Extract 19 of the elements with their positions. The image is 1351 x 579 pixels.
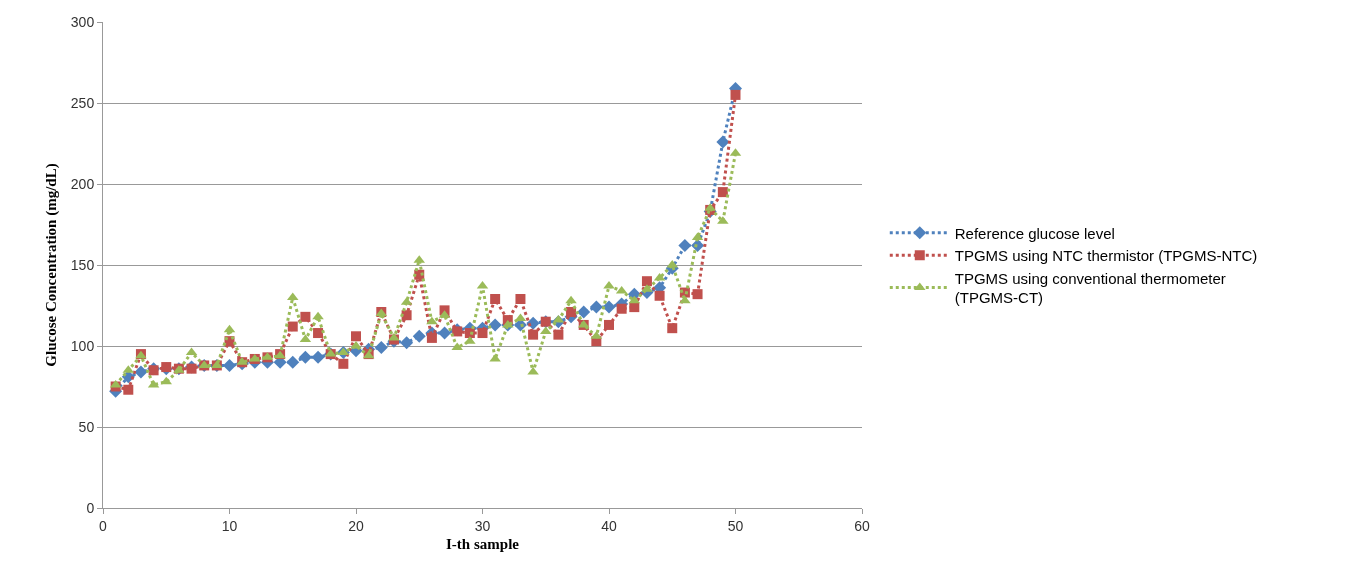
x-tick-label: 30 — [474, 517, 491, 534]
x-tick-label: 10 — [221, 517, 238, 534]
y-axis-title: Glucose Concentration (mg/dL) — [43, 163, 61, 367]
y-tick-label: 0 — [86, 499, 95, 516]
y-tick-label: 100 — [70, 337, 95, 354]
y-tick-label: 50 — [78, 418, 95, 435]
legend-label: TPGMS using NTC thermistor (TPGMS-NTC) — [954, 247, 1258, 265]
y-tick-label: 250 — [70, 94, 95, 111]
y-tick-label: 300 — [70, 13, 95, 30]
x-tick-label: 50 — [727, 517, 744, 534]
x-axis-title: I-th sample — [446, 535, 520, 552]
legend-label: TPGMS using conventional thermometer (TPGMS-CT) — [954, 269, 1226, 307]
y-tick-label: 200 — [70, 175, 95, 192]
x-tick-label: 60 — [854, 517, 870, 534]
legend-label: Reference glucose level — [954, 224, 1115, 242]
y-tick-label: 150 — [70, 256, 95, 273]
x-tick-label: 20 — [348, 517, 364, 534]
x-tick-label: 0 — [99, 517, 108, 534]
x-tick-label: 40 — [601, 517, 617, 534]
